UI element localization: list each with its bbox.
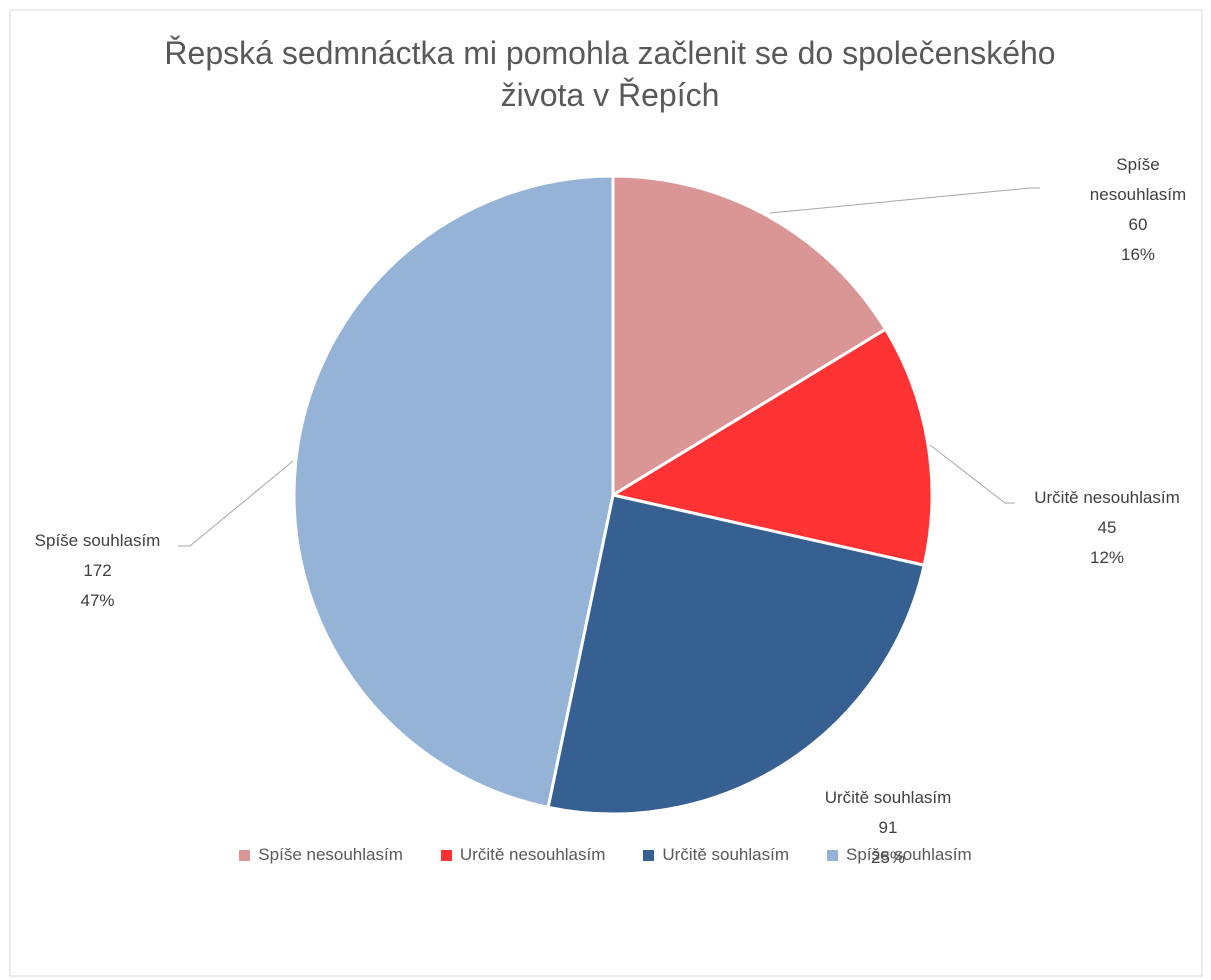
- data-label: Spíše souhlasím 172 47%: [5, 526, 190, 616]
- legend-label: Spíše nesouhlasím: [258, 845, 403, 864]
- pie: [292, 174, 934, 816]
- pie-slice: [611, 327, 934, 567]
- frame: [9, 9, 1203, 977]
- label-value: 172: [83, 561, 112, 580]
- legend-item: Spíše souhlasím: [827, 845, 972, 865]
- label-percent: 47%: [80, 591, 115, 610]
- chart-title: Řepská sedmnáctka mi pomohla začlenit se…: [164, 35, 1056, 113]
- legend-swatch: [239, 849, 251, 861]
- pie-slice: [611, 174, 888, 497]
- legend-item: Určitě nesouhlasím: [440, 845, 606, 865]
- legend-swatch: [643, 849, 655, 861]
- label-name: Určitě souhlasím: [824, 788, 952, 807]
- data-label: Spíše nesouhlasím 60 16%: [1083, 150, 1193, 270]
- label-percent: 12%: [1089, 548, 1125, 567]
- label-value: 91: [878, 818, 898, 837]
- legend-swatch: [827, 849, 839, 861]
- label-percent: 16%: [1120, 245, 1156, 264]
- data-label: Určitě souhlasím 91 25%: [793, 783, 983, 873]
- label-name: Spíše souhlasím: [34, 531, 161, 550]
- legend-item: Spíše nesouhlasím: [239, 845, 403, 865]
- pie-slice: [546, 493, 926, 816]
- label-value: 45: [1097, 518, 1117, 537]
- leader-line: [929, 444, 1015, 504]
- legend-swatch: [440, 849, 452, 861]
- label-percent: 25%: [870, 848, 906, 867]
- label-name: Určitě nesouhlasím: [1034, 488, 1180, 507]
- data-label: Určitě nesouhlasím 45 12%: [1012, 483, 1202, 573]
- leader-line: [769, 187, 1040, 214]
- pie-slice: [292, 174, 615, 809]
- label-value: 60: [1128, 215, 1148, 234]
- legend: Spíše nesouhlasím Určitě nesouhlasím Určit…: [0, 845, 1211, 865]
- legend-label: Určitě souhlasím: [662, 845, 790, 864]
- legend-item: Určitě souhlasím: [643, 845, 789, 865]
- legend-label: Určitě nesouhlasím: [459, 845, 606, 864]
- label-name: Spíše nesouhlasím: [1089, 155, 1187, 204]
- legend-label: Spíše souhlasím: [846, 845, 972, 864]
- leader-line: [178, 460, 294, 547]
